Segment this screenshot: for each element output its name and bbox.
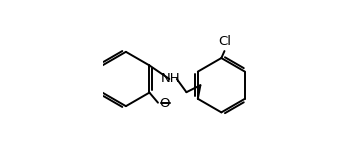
Text: NH: NH: [161, 73, 181, 85]
Text: O: O: [159, 97, 170, 110]
Text: Cl: Cl: [219, 35, 232, 48]
